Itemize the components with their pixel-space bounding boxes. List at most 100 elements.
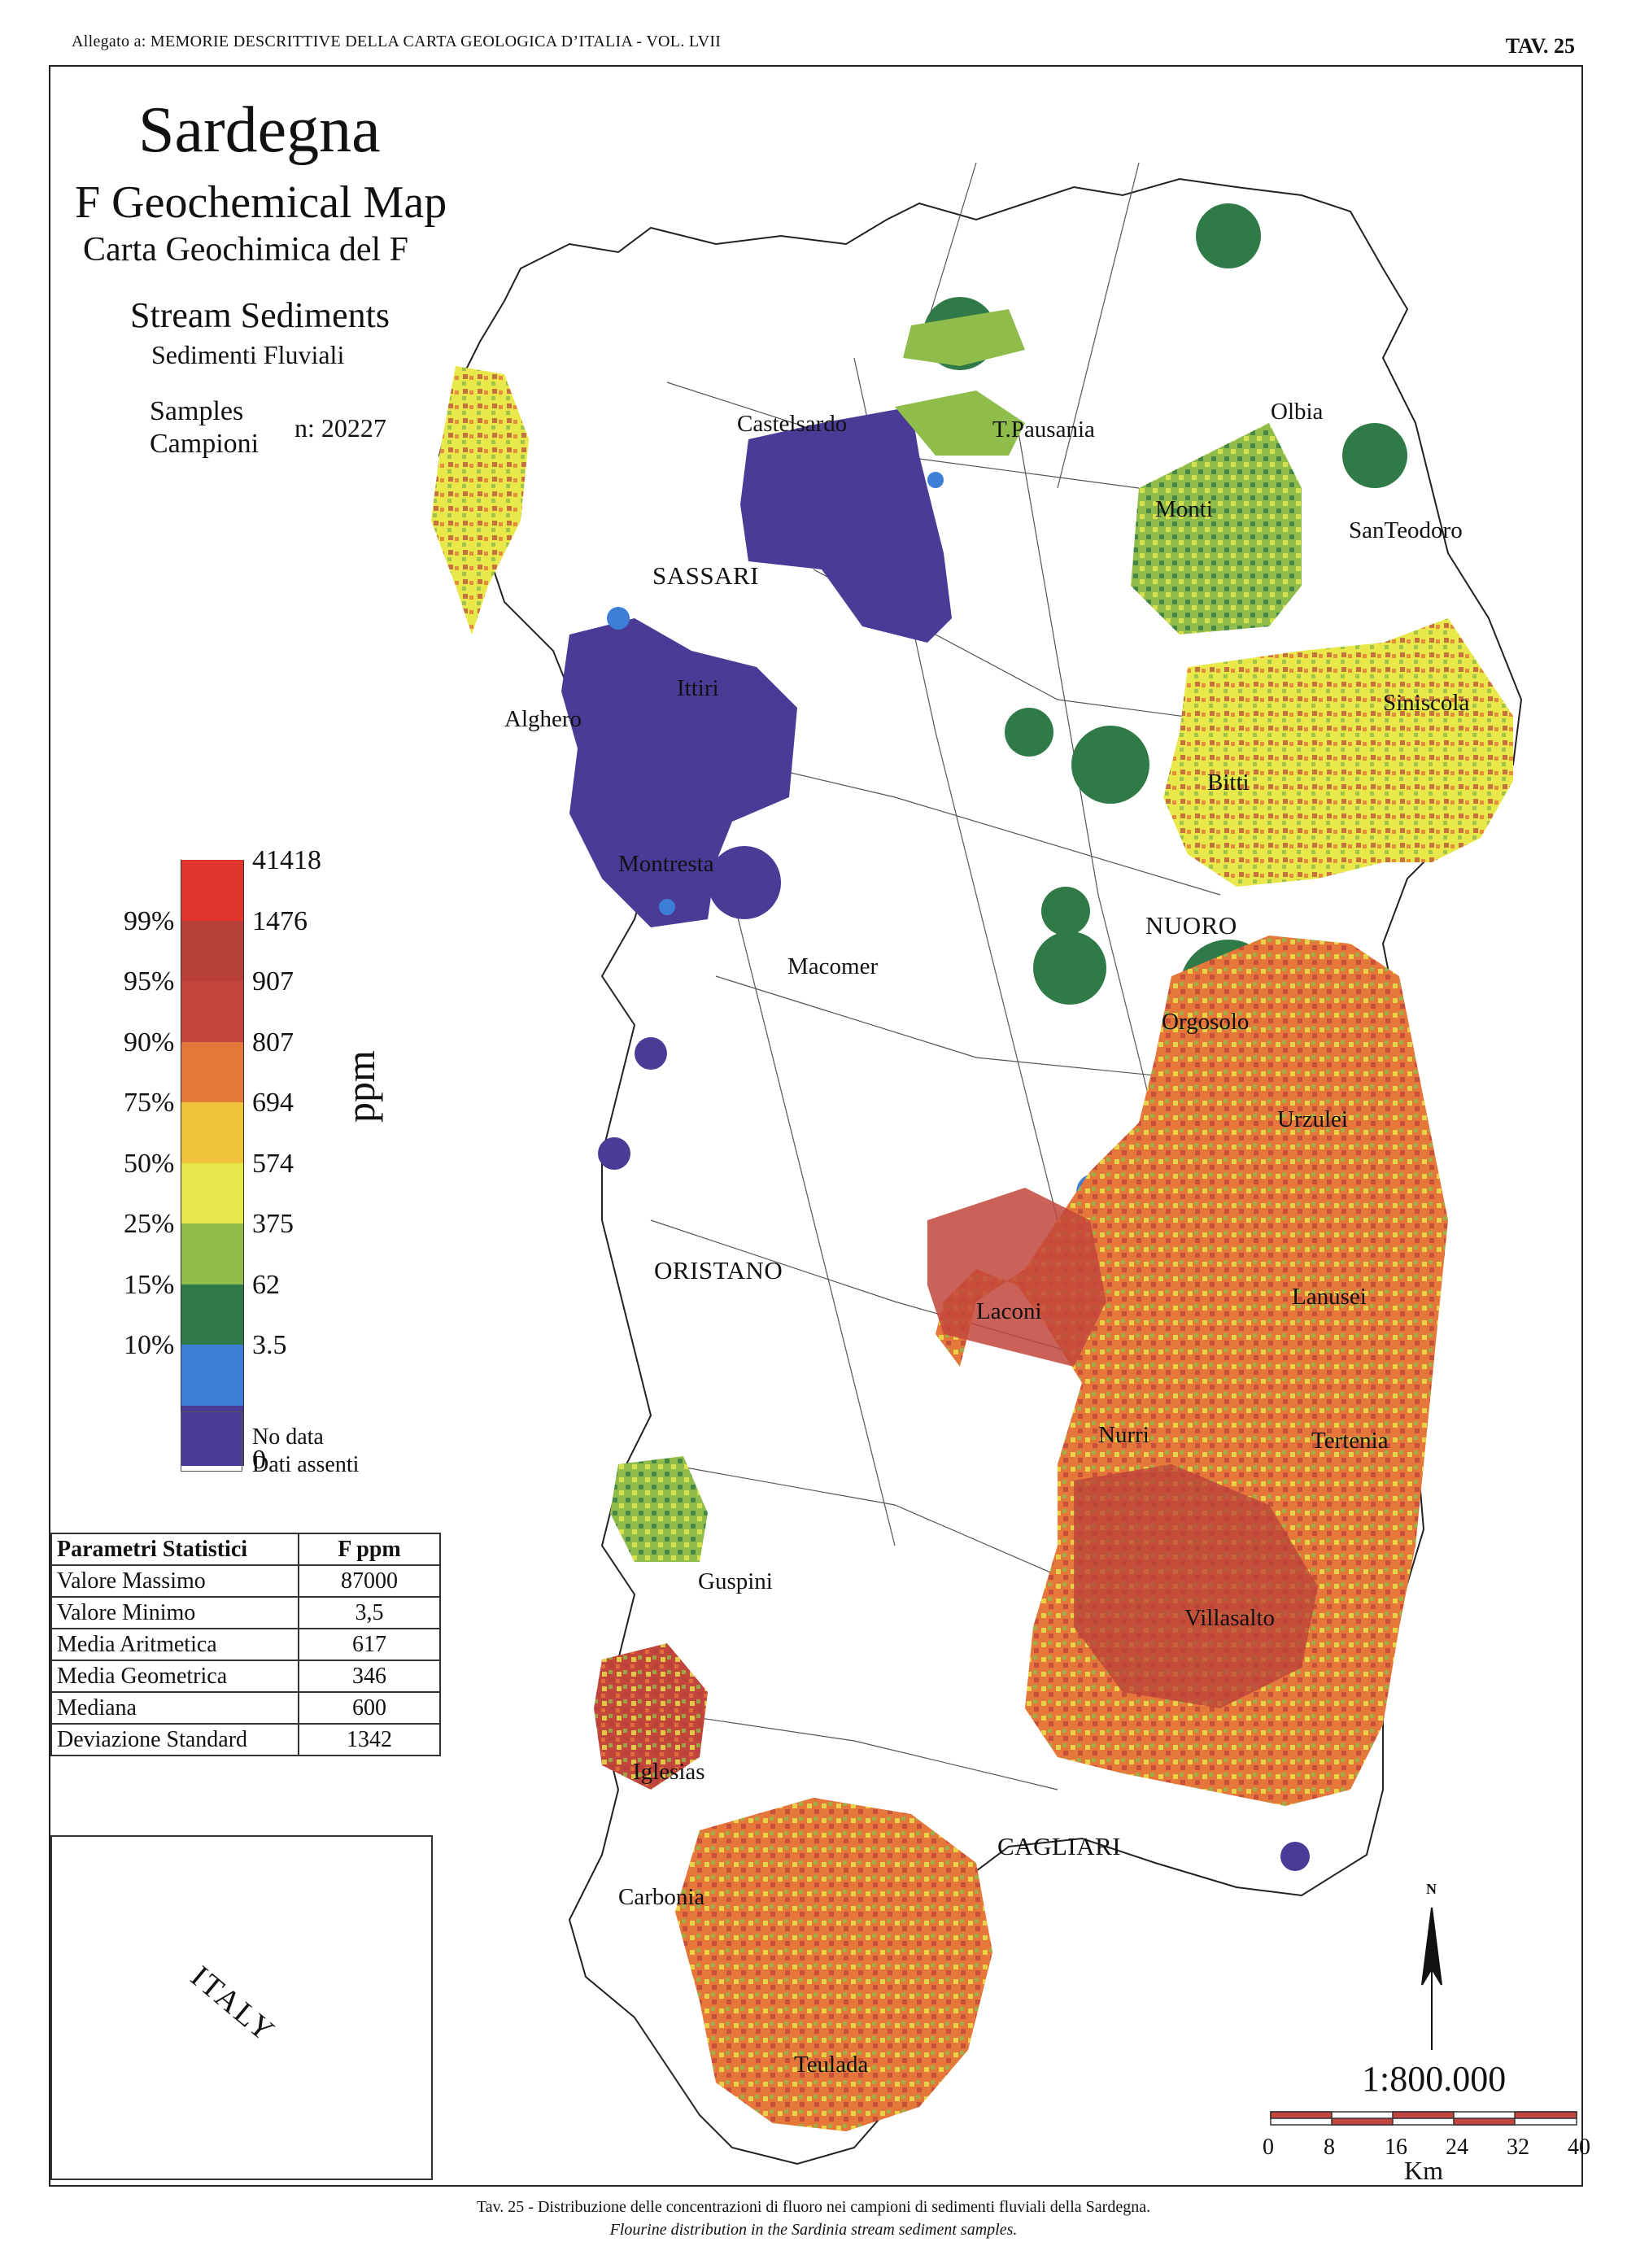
place-label: Villasalto <box>1184 1605 1276 1631</box>
sample-type-it: Sedimenti Fluviali <box>151 340 345 369</box>
inset-label: ITALY <box>184 1959 282 2050</box>
place-label: T.Pausania <box>992 417 1095 443</box>
stats-value: 600 <box>298 1691 441 1725</box>
legend-value: 41418 <box>252 845 321 875</box>
place-label: Orgosolo <box>1162 1009 1250 1035</box>
legend-nodata-en: No data <box>252 1424 324 1450</box>
stats-label: Media Geometrica <box>50 1660 299 1693</box>
laconi-region <box>927 1188 1106 1367</box>
legend-percentile: 50% <box>124 1148 175 1179</box>
place-label: Montresta <box>618 851 714 877</box>
samples-label-en: Samples <box>150 396 244 426</box>
stats-label: Deviazione Standard <box>50 1723 299 1756</box>
place-label: Lanusei <box>1292 1284 1367 1310</box>
map-subtitle-en: F Geochemical Map <box>75 177 447 228</box>
legend-swatch <box>181 981 244 1042</box>
legend-value: 62 <box>252 1269 280 1300</box>
place-label: Carbonia <box>618 1884 705 1910</box>
stats-header-unit: F ppm <box>298 1533 441 1566</box>
north-label: N <box>1426 1881 1437 1897</box>
place-label: Olbia <box>1271 399 1324 425</box>
sample-count: n: 20227 <box>294 413 386 443</box>
stats-label: Media Aritmetica <box>50 1628 299 1661</box>
stats-value: 346 <box>298 1660 441 1693</box>
place-label: Siniscola <box>1383 690 1470 716</box>
legend-percentile: 99% <box>124 905 175 936</box>
legend-swatch <box>181 1345 244 1406</box>
place-label: ORISTANO <box>654 1256 783 1284</box>
place-label: Bitti <box>1207 770 1250 796</box>
place-label: Macomer <box>787 953 879 979</box>
legend-percentile: 15% <box>124 1269 175 1300</box>
legend-swatch <box>181 1162 244 1223</box>
place-label: Iglesias <box>633 1759 705 1785</box>
low-f-areas <box>561 407 1310 1871</box>
scale-unit: Km <box>1404 2156 1443 2185</box>
legend-swatch <box>181 1102 244 1163</box>
stats-row: Valore Minimo 3,5 <box>50 1596 441 1629</box>
legend-swatch <box>181 1405 244 1466</box>
legend-nodata-swatch <box>181 1411 242 1472</box>
place-label: Guspini <box>698 1568 773 1594</box>
legend-value: 694 <box>252 1088 294 1118</box>
stats-label: Valore Minimo <box>50 1596 299 1629</box>
scale-tick-label: 24 <box>1446 2135 1468 2160</box>
legend-swatch <box>181 860 244 921</box>
scale-tick-label: 0 <box>1263 2135 1274 2160</box>
stats-row: Deviazione Standard 1342 <box>50 1723 441 1756</box>
place-label: Ittiri <box>677 675 719 701</box>
stats-value: 617 <box>298 1628 441 1661</box>
map-title: Sardegna <box>138 94 381 166</box>
scale-bar <box>1270 2111 1577 2126</box>
caption-en: Flourine distribution in the Sardinia st… <box>609 2221 1018 2239</box>
place-label: Teulada <box>794 2052 869 2078</box>
stats-label: Mediana <box>50 1691 299 1725</box>
italy-inset: ITALY <box>50 1835 433 2180</box>
legend-value: 3.5 <box>252 1330 287 1360</box>
caption-it: Tav. 25 - Distribuzione delle concentraz… <box>476 2198 1151 2216</box>
north-arrow-icon <box>1421 1907 1442 2050</box>
legend-percentile: 10% <box>124 1330 175 1360</box>
place-label: Urzulei <box>1277 1106 1348 1132</box>
legend-percentile: 95% <box>124 966 175 997</box>
place-label: Castelsardo <box>737 411 848 437</box>
legend-percentile: 75% <box>124 1088 175 1118</box>
legend-swatch <box>181 920 244 981</box>
scale-tick-label: 40 <box>1568 2135 1590 2160</box>
stats-value: 3,5 <box>298 1596 441 1629</box>
place-label: SASSARI <box>652 561 759 590</box>
map-subtitle-it: Carta Geochimica del F <box>83 231 409 268</box>
scale-tick-label: 32 <box>1507 2135 1529 2160</box>
legend-swatch <box>181 1223 244 1284</box>
place-label: Laconi <box>976 1298 1042 1324</box>
place-label: Tertenia <box>1311 1428 1389 1454</box>
legend-unit: ppm <box>338 1050 383 1123</box>
map-frame <box>49 65 1583 2187</box>
legend-value: 375 <box>252 1209 294 1239</box>
legend-value: 907 <box>252 966 294 997</box>
place-label: Alghero <box>504 706 582 732</box>
stats-label: Valore Massimo <box>50 1564 299 1598</box>
place-label: Nurri <box>1098 1422 1149 1448</box>
header-reference: Allegato a: MEMORIE DESCRITTIVE DELLA CA… <box>72 33 722 50</box>
sample-type-en: Stream Sediments <box>130 295 390 335</box>
stats-row: Mediana 600 <box>50 1691 441 1725</box>
place-label: NUORO <box>1145 911 1237 940</box>
legend-swatch <box>181 1041 244 1102</box>
stats-header-label: Parametri Statistici <box>50 1533 299 1566</box>
stats-table: Parametri Statistici F ppm Valore Massim… <box>50 1533 441 1756</box>
plate-number: TAV. 25 <box>1505 34 1575 58</box>
scale-tick-label: 8 <box>1324 2135 1335 2160</box>
mixed-green-areas <box>431 309 1302 635</box>
legend-percentile: 90% <box>124 1027 175 1058</box>
scale-ratio: 1:800.000 <box>1362 2059 1507 2099</box>
legend-nodata-it: Dati assenti <box>252 1452 360 1477</box>
legend-value: 574 <box>252 1148 294 1179</box>
place-label: SanTeodoro <box>1349 517 1463 543</box>
stats-value: 1342 <box>298 1723 441 1756</box>
place-label: CAGLIARI <box>997 1832 1122 1860</box>
place-label: Monti <box>1155 496 1213 522</box>
legend-value: 807 <box>252 1027 294 1058</box>
legend-percentile: 25% <box>124 1209 175 1239</box>
